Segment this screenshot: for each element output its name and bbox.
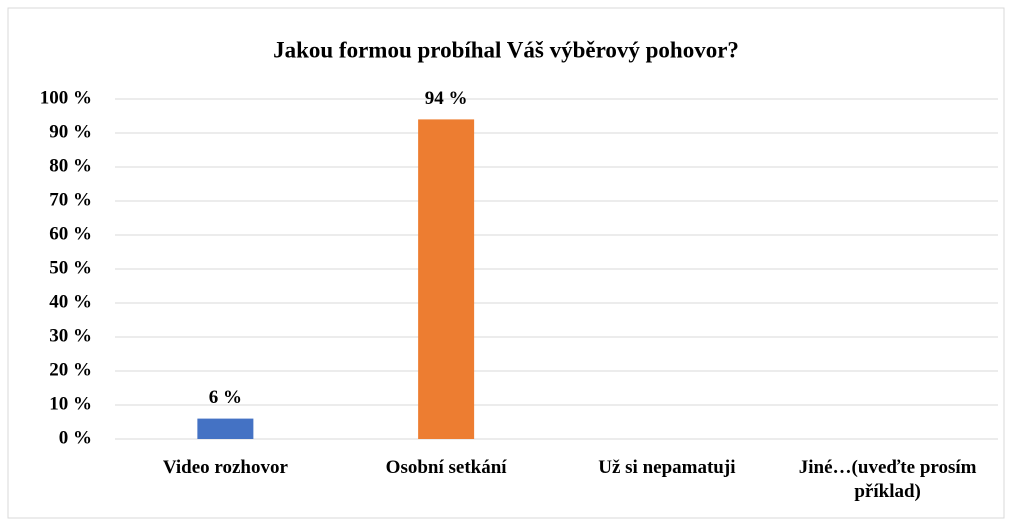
y-tick-label: 10 % (49, 393, 92, 414)
x-tick-label: Video rozhovor (162, 457, 288, 478)
chart-border (7, 7, 1005, 519)
x-tick-label: Už si nepamatuji (598, 457, 736, 478)
y-tick-label: 80 % (49, 155, 92, 176)
chart-title: Jakou formou probíhal Váš výběrový pohov… (273, 37, 739, 62)
y-tick-label: 50 % (49, 257, 92, 278)
y-tick-label: 70 % (49, 189, 92, 210)
y-tick-label: 40 % (49, 291, 92, 312)
y-tick-label: 0 % (59, 427, 92, 448)
data-label: 6 % (209, 387, 242, 408)
y-tick-label: 100 % (40, 87, 92, 108)
data-label: 94 % (425, 88, 468, 109)
x-tick-label: Jiné…(uveďte prosím příklad) (798, 457, 977, 502)
y-tick-label: 90 % (49, 121, 92, 142)
x-tick-label: Osobní setkání (385, 457, 507, 478)
y-tick-label: 60 % (49, 223, 92, 244)
bar (197, 418, 254, 439)
y-tick-label: 30 % (49, 325, 92, 346)
bar (418, 119, 475, 440)
y-tick-label: 20 % (49, 359, 92, 380)
